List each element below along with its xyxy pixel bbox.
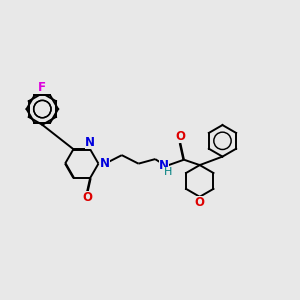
Text: F: F <box>38 81 46 94</box>
Text: N: N <box>100 157 110 170</box>
Text: O: O <box>82 191 92 204</box>
Text: N: N <box>85 136 95 149</box>
Text: O: O <box>195 196 205 209</box>
Text: O: O <box>175 130 185 143</box>
Text: H: H <box>164 167 173 177</box>
Text: N: N <box>159 159 169 172</box>
